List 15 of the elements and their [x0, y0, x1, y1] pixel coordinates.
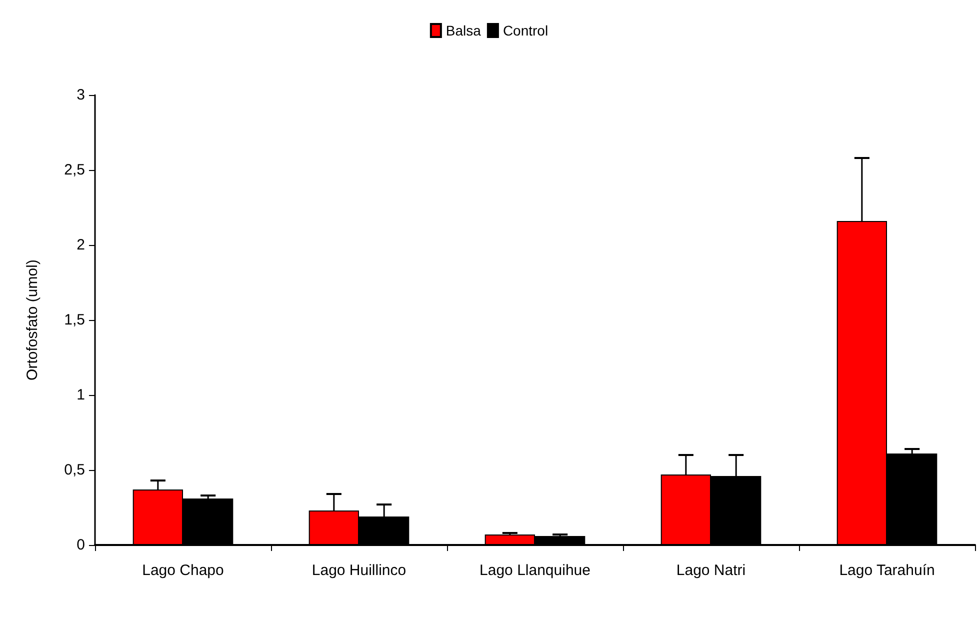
y-tick-label: 2 [76, 236, 85, 254]
legend-label: Control [502, 22, 548, 38]
y-tick-label: 2,5 [64, 162, 85, 178]
y-tick-label: 1 [76, 386, 85, 404]
x-tick-label: Lago Tarahuín [839, 562, 935, 579]
legend-label: Balsa [446, 22, 482, 38]
x-tick-label: Lago Llanquihue [480, 562, 590, 579]
y-tick-label: 0,5 [64, 462, 85, 478]
y-axis-title: Ortofosfato (umol) [24, 260, 41, 380]
x-tick-label: Lago Huillinco [312, 562, 406, 579]
y-tick-label: 1,5 [64, 312, 85, 328]
y-tick-label: 0 [76, 536, 85, 554]
x-tick-label: Lago Chapo [142, 562, 224, 579]
x-tick-label: Lago Natri [676, 562, 746, 579]
y-tick-label: 3 [76, 86, 85, 104]
